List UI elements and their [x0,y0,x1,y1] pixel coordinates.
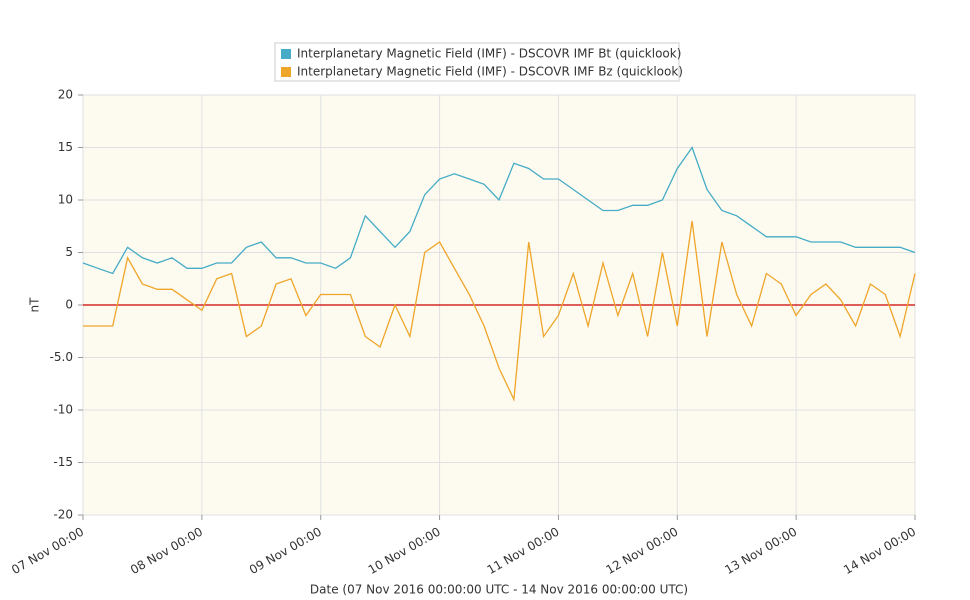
y-tick-label: -20 [53,508,73,522]
lines [82,146,916,402]
x-tick-label: 13 Nov 00:00 [722,525,799,578]
y-tick-label: -10 [53,403,73,417]
x-tick-label: 07 Nov 00:00 [9,525,86,578]
x-tick-label: 08 Nov 00:00 [128,525,205,578]
legend-swatch [281,67,291,77]
y-tick-label: -15 [53,455,73,469]
series-line [82,146,916,275]
legend-label: Interplanetary Magnetic Field (IMF) - DS… [297,47,681,61]
legend-label: Interplanetary Magnetic Field (IMF) - DS… [297,65,683,79]
x-axis-title: Date (07 Nov 2016 00:00:00 UTC - 14 Nov … [310,583,688,597]
legend-swatch [281,49,291,59]
y-axis-title: nT [28,297,42,313]
y-tick-label: 5 [65,245,73,259]
x-tick-label: 10 Nov 00:00 [366,525,443,578]
y-tick-label: -5.0 [50,350,73,364]
y-tick-label: 0 [65,298,73,312]
legend-box [274,42,680,82]
legend-item[interactable]: Interplanetary Magnetic Field (IMF) - DS… [281,65,683,79]
x-tick-label: 14 Nov 00:00 [841,525,918,578]
x-tick-label: 12 Nov 00:00 [603,525,680,578]
y-tick-label: 15 [58,140,73,154]
series-line [83,220,916,402]
y-tick-label: 10 [58,193,73,207]
x-tick-label: 09 Nov 00:00 [247,525,324,578]
legend-item[interactable]: Interplanetary Magnetic Field (IMF) - DS… [281,47,681,61]
x-tick-label: 11 Nov 00:00 [485,525,562,578]
y-tick-label: 20 [58,88,73,102]
legend: Interplanetary Magnetic Field (IMF) - DS… [274,42,683,82]
